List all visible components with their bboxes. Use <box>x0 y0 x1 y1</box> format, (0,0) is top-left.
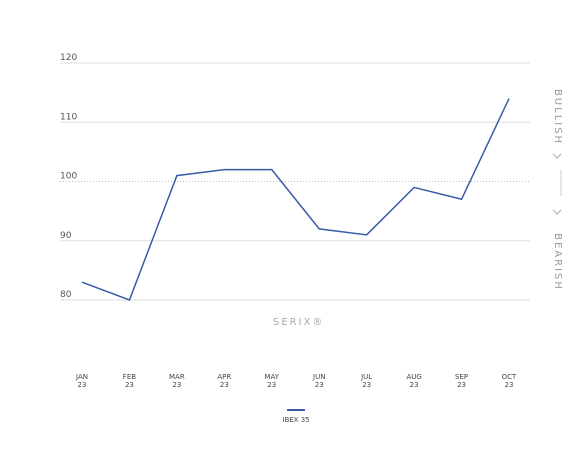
x-tick-label: JUL 23 <box>361 373 373 389</box>
bullish-label: BULLISH <box>552 89 563 145</box>
x-tick-label: JUN 23 <box>313 373 326 389</box>
down-arrow <box>552 209 562 215</box>
legend-label: IBEX 35 <box>282 416 309 424</box>
y-tick-label: 90 <box>60 231 72 241</box>
up-arrow <box>552 153 562 159</box>
y-tick-label: 120 <box>60 53 77 63</box>
x-tick-label: FEB 23 <box>122 373 137 389</box>
y-tick-label: 80 <box>60 290 72 300</box>
y-tick-label: 100 <box>60 172 77 182</box>
y-tick-label: 110 <box>60 112 77 122</box>
x-tick-label: OCT 23 <box>501 373 517 389</box>
x-tick-label: SEP 23 <box>455 373 469 389</box>
x-tick-label: JAN 23 <box>76 373 88 389</box>
bearish-label: BEARISH <box>552 233 563 291</box>
watermark: SERIX® <box>273 317 324 328</box>
x-tick-label: APR 23 <box>217 373 232 389</box>
x-tick-label: AUG 23 <box>406 373 422 389</box>
x-tick-label: MAY 23 <box>264 373 280 389</box>
line <box>81 98 510 301</box>
x-tick-label: MAR 23 <box>169 373 185 389</box>
